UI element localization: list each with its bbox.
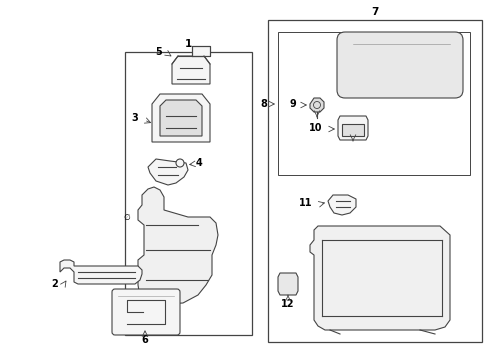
Text: ∅: ∅ [123, 212, 130, 221]
Polygon shape [310, 98, 324, 112]
Polygon shape [152, 94, 210, 142]
Text: 1: 1 [184, 39, 192, 49]
Polygon shape [192, 46, 210, 56]
Polygon shape [172, 56, 210, 84]
Bar [125, 52, 252, 335]
Polygon shape [338, 116, 368, 140]
Polygon shape [278, 273, 298, 295]
Circle shape [176, 159, 184, 167]
Polygon shape [160, 100, 202, 136]
Text: 3: 3 [131, 113, 138, 123]
Text: 12: 12 [281, 299, 295, 309]
Polygon shape [310, 226, 450, 330]
Text: 5: 5 [155, 47, 162, 57]
Text: 7: 7 [371, 7, 379, 17]
Text: 4: 4 [196, 158, 203, 168]
FancyBboxPatch shape [112, 289, 180, 335]
Text: 6: 6 [142, 335, 148, 345]
Polygon shape [60, 260, 142, 284]
Text: 9: 9 [289, 99, 296, 109]
Text: 8: 8 [261, 99, 268, 109]
Bar [278, 32, 470, 175]
Bar [268, 20, 482, 342]
Polygon shape [148, 159, 188, 185]
Text: 11: 11 [298, 198, 312, 208]
Text: 2: 2 [51, 279, 58, 289]
Polygon shape [138, 187, 218, 305]
Text: 10: 10 [309, 123, 322, 133]
Polygon shape [328, 195, 356, 215]
Polygon shape [342, 124, 364, 136]
FancyBboxPatch shape [337, 32, 463, 98]
